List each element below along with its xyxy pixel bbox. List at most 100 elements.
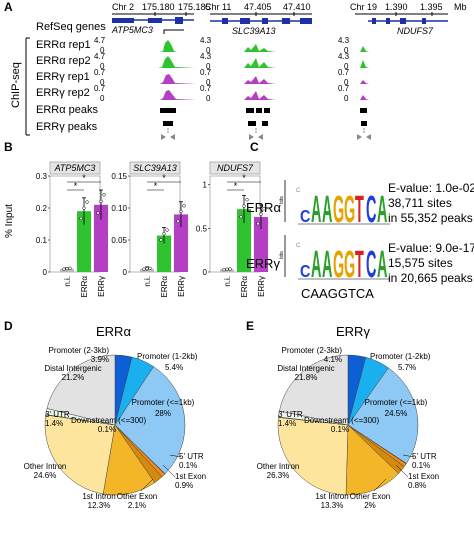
errg-peak-mark — [262, 121, 268, 126]
errg-rep1-signal — [216, 76, 314, 84]
chart-gene-title: ATP5MC3 — [54, 163, 96, 173]
pie-label: 1st Intron — [82, 492, 115, 501]
gene-exon-block — [372, 18, 376, 24]
pie-value: 26.3% — [267, 471, 290, 480]
y-tick-label: 1 — [203, 181, 208, 190]
erra-rep2-signal — [110, 56, 196, 68]
panel-c: C ERRα ERRγ bits bits CC A A G G T C A CC A A G G T C… — [246, 140, 474, 301]
row-label-errg-rep1: ERRγ rep1 — [36, 71, 90, 83]
track-scale-max: 0.7 — [94, 68, 106, 77]
pie-slice — [279, 354, 349, 426]
x-tick-label: ERRγ — [97, 276, 106, 297]
replicate-dot — [262, 207, 266, 211]
y-tick-label: 0.05 — [111, 236, 127, 245]
pie-slice — [46, 354, 116, 426]
replicate-dot — [65, 266, 69, 271]
erra-rep1-signal — [216, 44, 314, 52]
chipseq-side-label: ChIP-seq — [10, 62, 22, 108]
motif-logo-erra: CC A A G G T C A — [296, 188, 390, 231]
row-label-refseq: RefSeq genes — [36, 21, 106, 33]
gene-exon-block — [400, 18, 406, 24]
errg-peak-mark — [248, 121, 256, 126]
track-scale-max: 4.3 — [338, 52, 350, 61]
pie-errγ: Promoter (2-3kb)4.1% Promoter (1-2kb) 5.7%… — [257, 346, 439, 510]
track-scale-zero: 0 — [206, 78, 211, 87]
track-chr: Chr 19 — [350, 2, 377, 12]
track-scale-max: 4.3 — [338, 36, 350, 45]
track-scale-zero: 0 — [344, 62, 349, 71]
sig-star: * — [154, 181, 158, 191]
panel-d: D ERRα Promoter (2-3kb)3.9% Promoter (1-2… — [4, 319, 206, 510]
pie-value: 0.1% — [331, 425, 349, 434]
erra-rep2-signal — [354, 60, 450, 68]
logo-letter: C — [366, 189, 376, 231]
motif-erra-sites: 38,711 sites — [388, 196, 452, 210]
gene-exon-block — [282, 18, 290, 24]
replicate-dot — [222, 268, 226, 272]
x-tick-label: n.i. — [143, 276, 152, 287]
pie-label: Promoter (2-3kb) — [282, 346, 343, 355]
x-tick-label: ERRα — [80, 276, 89, 298]
panel-a-letter: A — [4, 0, 13, 14]
bar — [254, 217, 268, 272]
pie-label: Downstream (<=300) — [71, 416, 146, 425]
pie-slice — [44, 414, 116, 495]
replicate-dot — [79, 216, 83, 221]
track-scale-zero: 0 — [344, 94, 349, 103]
gene-exon-block — [262, 18, 268, 24]
track-chr: Chr 2 — [112, 2, 134, 12]
track-tick-label: 47.405 — [244, 2, 272, 12]
errg-rep2-signal — [354, 95, 450, 100]
pie-label: 3' UTR — [278, 410, 303, 419]
panel-c-letter: C — [250, 140, 259, 154]
x-tick-label: ERRγ — [257, 276, 266, 297]
pie-label: 1st Exon — [408, 472, 439, 481]
panel-e: E ERRγ Promoter (2-3kb)4.1% Promoter (1-2… — [246, 319, 439, 510]
pie-leader — [395, 464, 409, 478]
logo-bits-label: bits — [279, 196, 285, 204]
replicate-dot — [179, 209, 183, 214]
replicate-dot — [165, 228, 169, 232]
chart-gene-title: SLC39A13 — [133, 163, 177, 173]
replicate-dot — [62, 267, 66, 271]
pie-slice — [114, 366, 186, 475]
y-tick-label: 0 — [43, 268, 48, 277]
track-scale-max: 4.3 — [200, 36, 212, 45]
track-scale-zero: 0 — [100, 78, 105, 87]
track-atp5mc3: Chr 2 175.180 175.185 ATP5MC3 4.7 0 4.7 … — [94, 2, 211, 140]
pie-label: Other Intron — [24, 462, 67, 471]
pie-label: 5' UTR — [179, 452, 204, 461]
y-tick-label: 0.1 — [36, 236, 48, 245]
bar — [60, 268, 74, 272]
pie-value: 5.4% — [165, 363, 183, 372]
replicate-dot — [145, 266, 149, 271]
pie-leader — [169, 454, 182, 458]
pie-label: Downstream (<=300) — [304, 416, 379, 425]
y-tick-label: 0 — [123, 268, 128, 277]
track-scale-zero: 0 — [206, 62, 211, 71]
sig-star: * — [162, 173, 166, 183]
pie-label: Promoter (1-2kb) — [137, 352, 198, 361]
pie-value: 1.4% — [45, 419, 63, 428]
panel-a: A RefSeq genes ERRα rep1 ERRα rep2 ERRγ … — [4, 0, 467, 140]
bar — [157, 235, 171, 272]
gene-exon-block — [175, 17, 183, 24]
track-tick-label: 47.410 — [283, 2, 311, 12]
x-tick-label: ERRγ — [177, 276, 186, 297]
replicate-dot — [225, 267, 229, 271]
chart-header-box — [209, 161, 261, 175]
pie-label: Promoter (<=1kb) — [132, 398, 195, 407]
gene-exon-block — [422, 18, 426, 24]
logo-letter: C — [300, 208, 311, 226]
track-scale-max: 0.7 — [338, 84, 350, 93]
sig-star: * — [242, 173, 246, 183]
replicate-dot — [142, 267, 146, 271]
replicate-dot — [148, 266, 152, 270]
track-scale-zero: 0 — [344, 46, 349, 55]
pie-errα: Promoter (2-3kb)3.9% Promoter (1-2kb) 5.4%… — [24, 346, 206, 510]
replicate-dot — [245, 198, 249, 202]
replicate-dot — [162, 232, 166, 236]
logo-letter: A — [377, 189, 387, 231]
